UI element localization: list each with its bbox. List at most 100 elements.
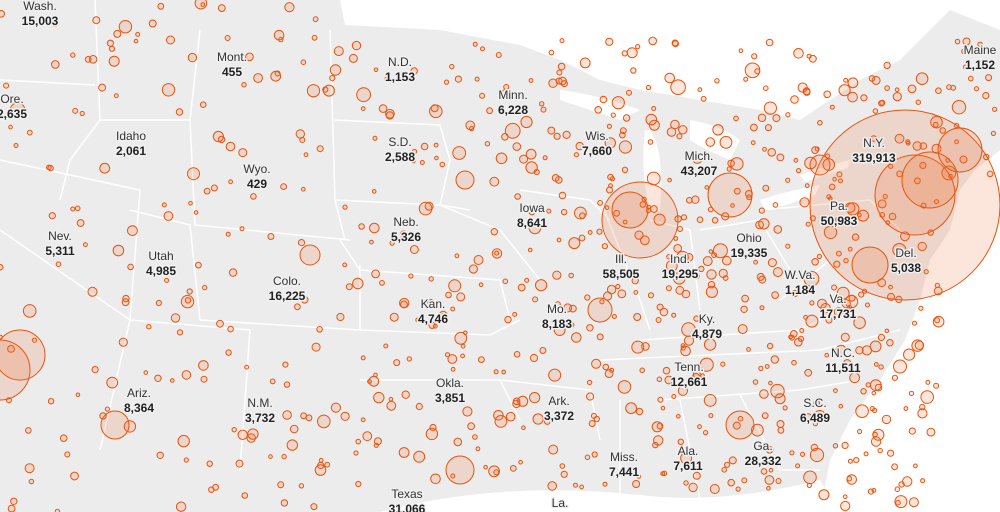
bubble (812, 421, 819, 427)
bubble (155, 299, 162, 307)
bubble (705, 137, 716, 147)
bubble (587, 230, 593, 235)
bubble (804, 413, 813, 422)
state-name: Neb. (393, 215, 418, 229)
bubble (355, 480, 362, 488)
bubble (893, 359, 907, 374)
bubble (707, 172, 753, 218)
bubble (48, 212, 56, 220)
bubble (548, 444, 559, 455)
bubble (286, 439, 298, 451)
bubble (961, 48, 967, 55)
bubble (505, 411, 516, 422)
bubble (656, 303, 664, 311)
bubble (484, 141, 491, 147)
bubble (504, 122, 521, 139)
state-name: W.Va. (784, 268, 815, 282)
bubble (818, 489, 830, 501)
bubble (439, 161, 446, 168)
bubble (803, 314, 808, 320)
bubble (915, 72, 929, 85)
bubble (76, 219, 85, 227)
bubble (324, 461, 331, 468)
state-name: N.C. (831, 346, 855, 360)
bubble (836, 171, 843, 178)
bubble (450, 306, 456, 312)
bubble (664, 375, 674, 385)
bubble (586, 392, 595, 401)
bubble (336, 312, 345, 322)
bubble (383, 343, 389, 349)
bubble (894, 133, 905, 144)
bubble (959, 155, 968, 164)
bubble (517, 283, 526, 292)
bubble (760, 468, 768, 475)
bubble (982, 92, 990, 100)
bubble (299, 244, 321, 266)
state-name: Miss. (610, 450, 638, 464)
bubble (870, 135, 878, 142)
bubble (429, 423, 437, 432)
bubble (741, 294, 749, 303)
bubble (737, 324, 748, 335)
state-name: N.D. (388, 55, 412, 69)
bubble (225, 231, 231, 237)
state-name: Wash. (23, 0, 57, 13)
bubble (512, 142, 522, 151)
bubble (311, 34, 318, 41)
bubble (835, 344, 847, 356)
bubble (495, 152, 508, 165)
bubble (833, 307, 844, 317)
bubble (54, 508, 61, 512)
state-name: Ariz. (127, 386, 151, 400)
bubble (200, 375, 208, 383)
bubble (269, 378, 276, 385)
bubble (925, 379, 931, 385)
bubble (372, 135, 378, 141)
bubble (680, 452, 693, 465)
bubble (547, 126, 556, 135)
bubble (847, 458, 853, 464)
bubble (183, 457, 189, 463)
state-name: Ga. (753, 439, 772, 453)
bubble (143, 370, 149, 375)
bubble (193, 210, 199, 215)
bubble (26, 129, 33, 136)
bubble (838, 84, 851, 97)
bubble (908, 497, 919, 508)
bubble (750, 140, 756, 146)
bubble (691, 195, 700, 204)
bubble (47, 164, 54, 172)
bubble (483, 464, 488, 470)
bubble (892, 92, 902, 102)
state-name: La. (552, 496, 569, 510)
state-count: 4,879 (692, 327, 722, 341)
bubble (106, 376, 119, 389)
bubble (833, 260, 841, 268)
state-name: Tenn. (674, 360, 703, 374)
bubble (810, 443, 819, 452)
bubble (874, 383, 883, 392)
bubble (883, 61, 891, 70)
bubble (164, 277, 170, 283)
bubble (509, 465, 517, 472)
state-count: 15,003 (22, 14, 59, 28)
bubble (728, 456, 737, 465)
bubble (176, 329, 184, 336)
bubble (7, 504, 16, 512)
bubble (568, 272, 575, 279)
bubble (697, 424, 702, 430)
bubble (635, 407, 644, 416)
bubble (766, 342, 774, 350)
bubble (750, 123, 758, 132)
bubble (594, 106, 603, 114)
bubble (968, 75, 974, 82)
bubble (882, 193, 888, 200)
bubble (575, 141, 584, 151)
bubble (700, 95, 707, 102)
state-count: 7,611 (673, 459, 703, 473)
bubble (874, 154, 956, 236)
bubble (990, 130, 997, 136)
state-name: Ark. (548, 394, 569, 408)
